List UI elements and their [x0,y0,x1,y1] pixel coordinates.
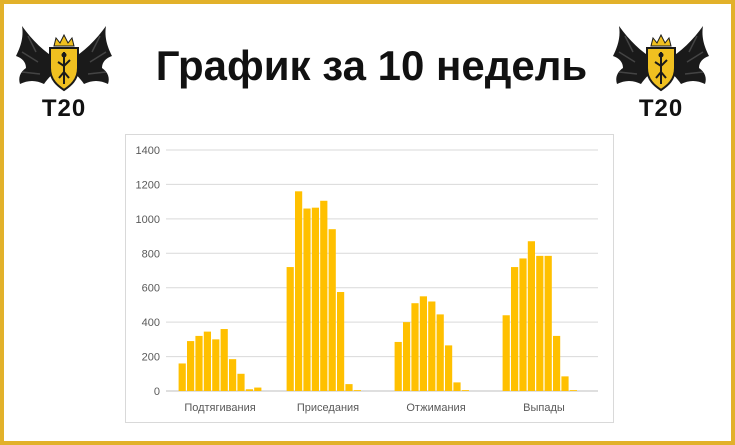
bar [553,335,561,391]
bar [569,390,577,391]
bar [502,315,510,391]
bar [286,267,294,391]
bar [237,373,245,391]
chart-svg: 0 200 400 600 800 1000 1200 1400 Подтягивания При… [136,145,598,414]
winged-shield-logo-icon [16,26,112,92]
bar [511,267,519,391]
x-category-label: Выпады [523,402,565,414]
y-tick-label: 1200 [136,179,160,191]
y-tick-label: 800 [142,248,160,260]
bar [411,303,419,391]
y-tick-label: 0 [154,386,160,398]
bar-chart: 0 200 400 600 800 1000 1200 1400 Подтягивания При… [125,134,614,423]
y-tick-label: 1400 [136,145,160,157]
bar [345,384,353,391]
bar [445,345,453,391]
y-tick-label: 600 [142,283,160,295]
bar [212,339,220,391]
bar [394,341,402,391]
bar [295,191,303,391]
x-category-label: Подтягивания [184,402,255,414]
t20-logo-right: T20 [611,22,711,122]
y-tick-label: 200 [142,352,160,364]
x-category-label: Приседания [297,402,359,414]
bar [544,255,552,391]
bar [353,390,361,391]
bar [187,341,195,391]
y-tick-label: 400 [142,317,160,329]
bar [461,390,469,391]
bar [220,329,228,391]
bar [561,376,569,391]
bar [328,229,336,391]
bar [203,331,211,391]
bar [320,200,328,391]
bar [311,207,319,391]
y-tick-label: 1000 [136,214,160,226]
bar [453,382,461,391]
bar [245,389,253,391]
winged-shield-logo-icon [613,26,709,92]
bar [254,387,262,391]
bar [195,335,203,391]
bar [178,363,186,391]
logo-text: T20 [638,95,684,122]
bar [403,322,411,391]
bar [229,359,237,391]
bar [436,314,444,391]
t20-logo-left: T20 [14,22,114,122]
bar [519,258,527,391]
bar [527,241,535,391]
bar [337,292,345,391]
bar [536,255,544,391]
bar [428,301,436,391]
bar [419,296,427,391]
bar [303,208,311,391]
x-category-label: Отжимания [406,402,465,414]
page-title: График за 10 недель [155,42,588,89]
logo-text: T20 [41,95,87,122]
